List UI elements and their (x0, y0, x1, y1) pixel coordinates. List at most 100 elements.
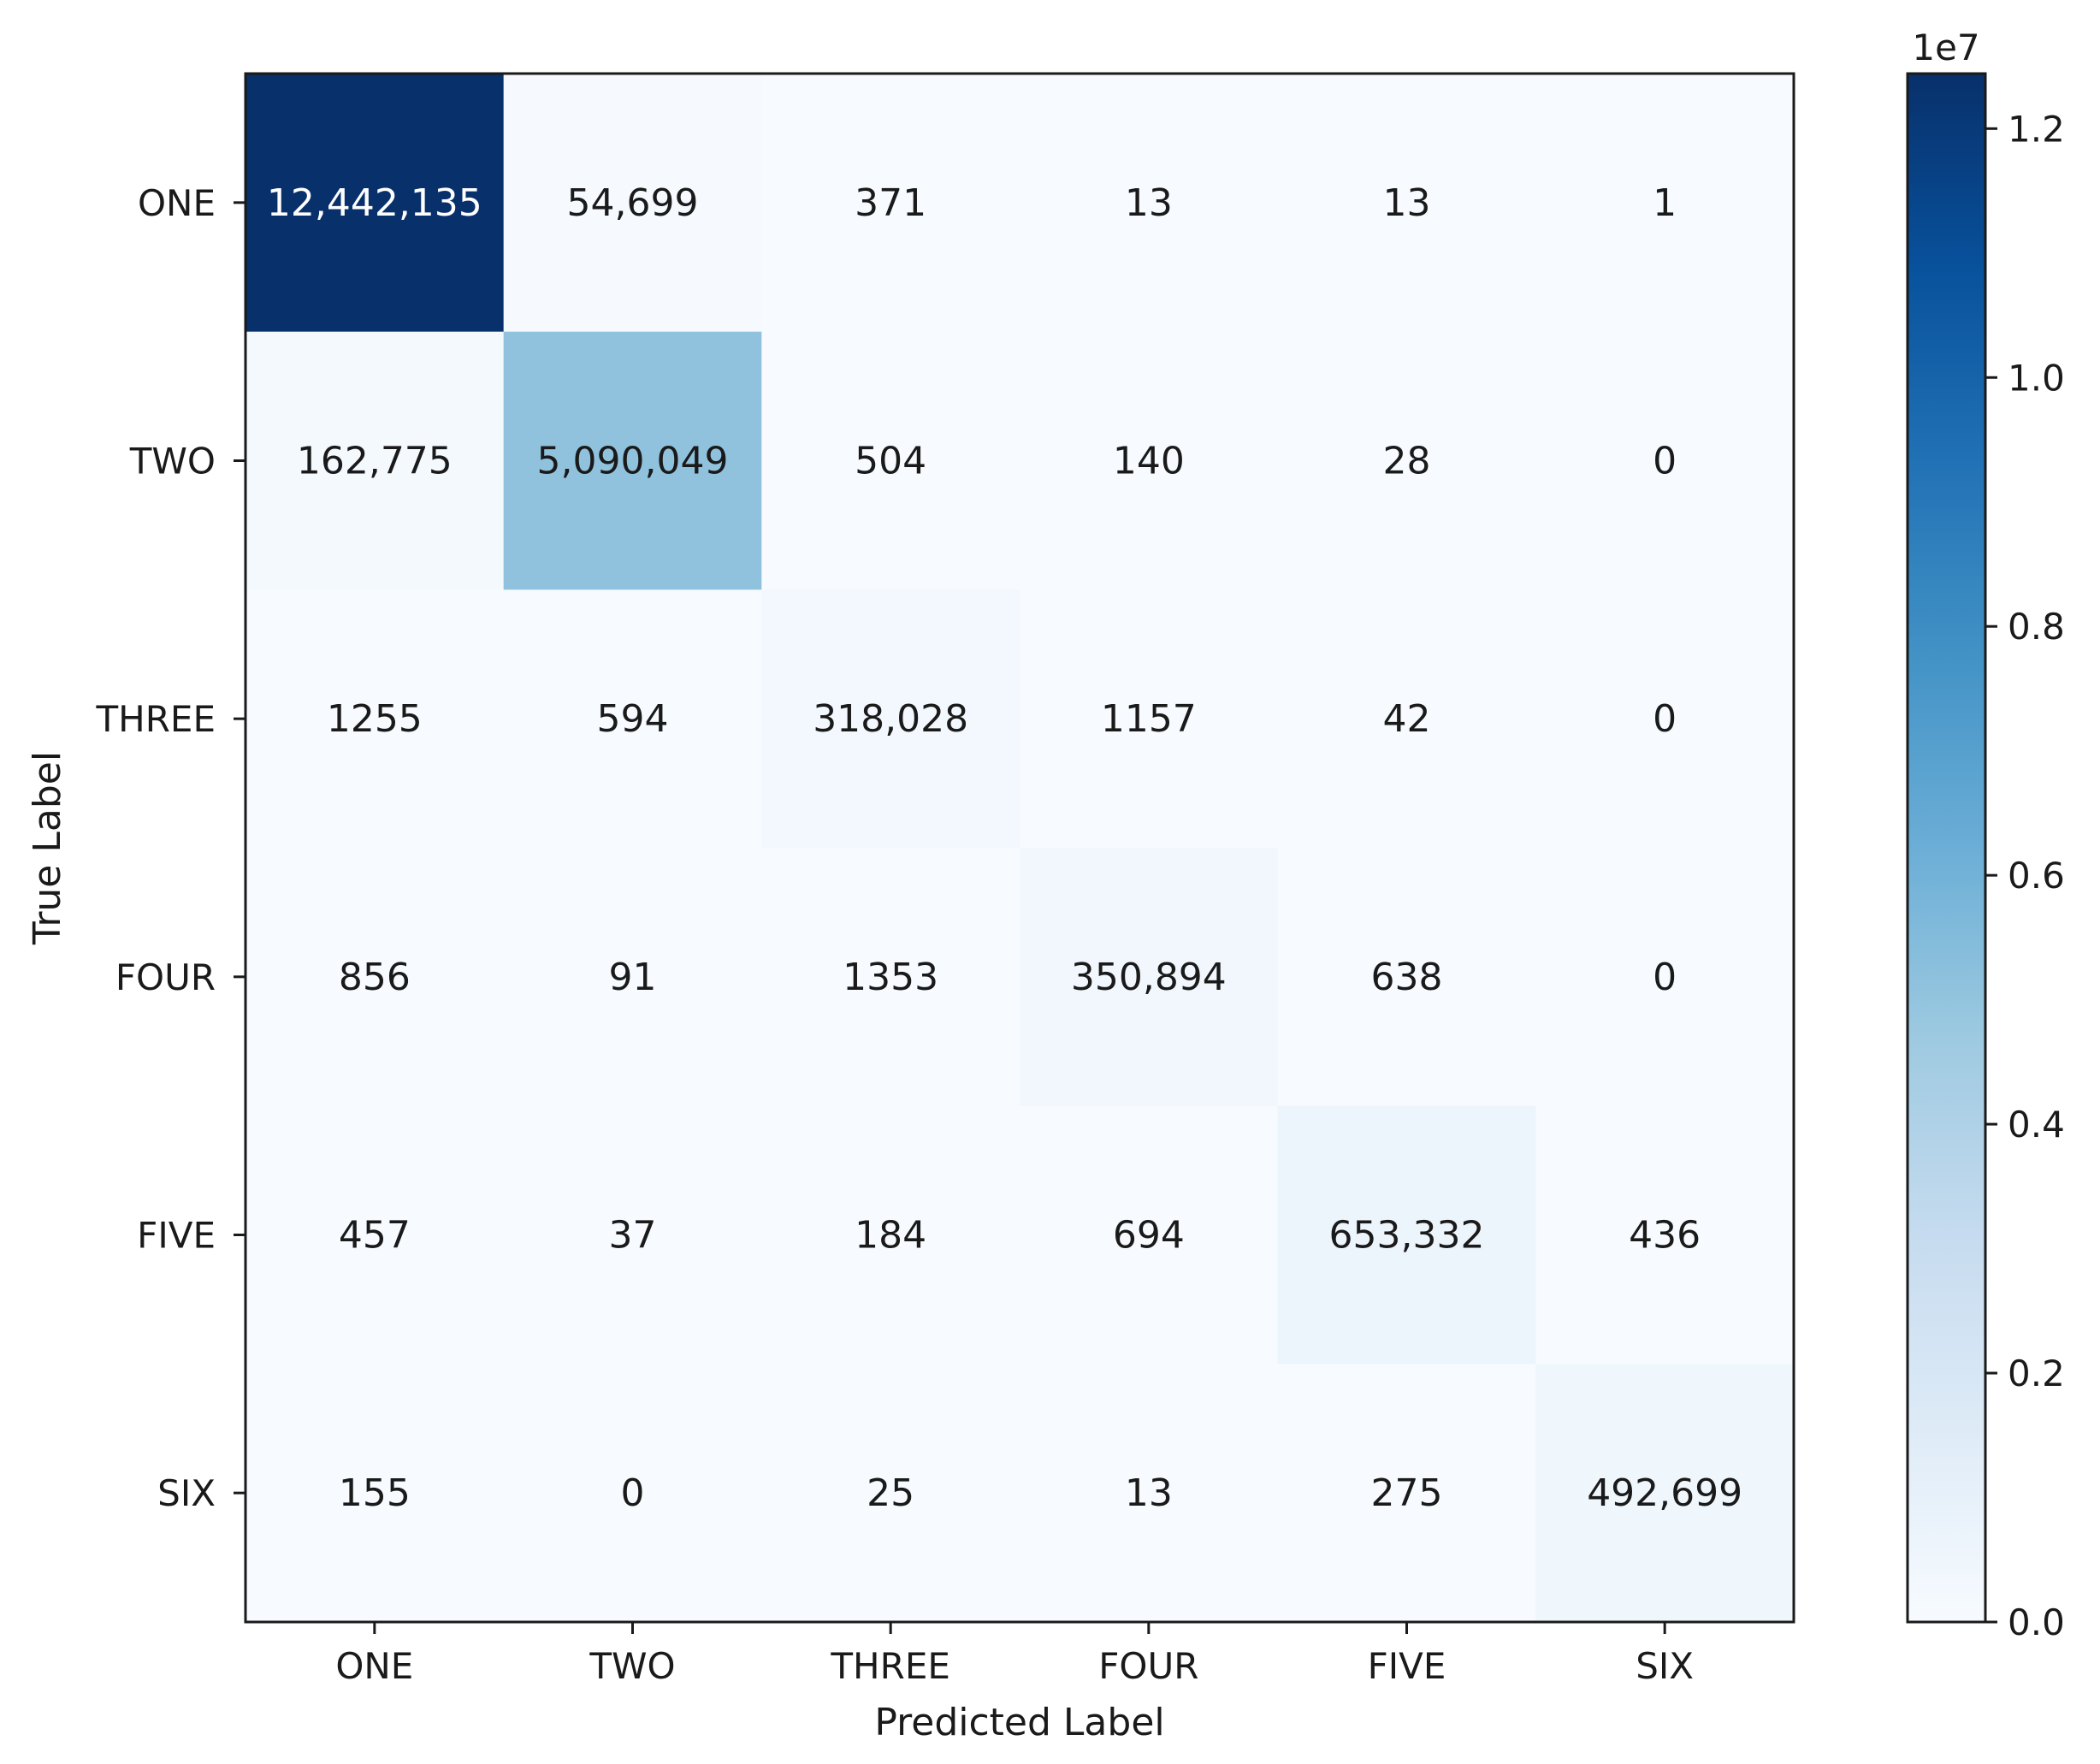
heatmap-cell (1535, 589, 1795, 849)
plot-frame (244, 72, 1795, 1624)
heatmap-cell-label: 42 (1383, 697, 1431, 741)
heatmap-cell (1020, 74, 1279, 333)
heatmap-cell (1277, 331, 1536, 590)
heatmap-cell (1277, 1364, 1536, 1623)
heatmap-cell (503, 74, 762, 333)
heatmap-cell-label: 594 (597, 697, 669, 741)
colorbar-exponent-label: 1e7 (1912, 27, 1979, 68)
colorbar-tick-label: 1.0 (2008, 357, 2065, 399)
heatmap-cell (1020, 1364, 1279, 1623)
colorbar-tick-label: 0.6 (2008, 855, 2065, 897)
heatmap-cell-label: 457 (339, 1214, 411, 1258)
y-tick-label: ONE (138, 182, 216, 224)
heatmap-cell-label: 28 (1383, 440, 1431, 483)
heatmap-cell-label: 350,894 (1071, 956, 1227, 999)
x-tick-label: FOUR (1098, 1645, 1198, 1687)
heatmap-cell-label: 275 (1371, 1471, 1443, 1515)
heatmap-cell (245, 848, 505, 1107)
heatmap-cell-label: 162,775 (297, 440, 453, 483)
heatmap-cell-label: 0 (1653, 697, 1677, 741)
heatmap-cell (1535, 1364, 1795, 1623)
heatmap-cell (1277, 74, 1536, 333)
heatmap-cell (761, 1364, 1020, 1623)
heatmap-cell-label: 140 (1113, 440, 1185, 483)
heatmap-cell-label: 0 (1653, 956, 1677, 999)
heatmap-cell (1020, 589, 1279, 849)
y-axis-ticks: ONE TWO THREE FOUR FIVE SIX (96, 182, 245, 1514)
heatmap-cell-label: 436 (1629, 1214, 1701, 1258)
colorbar-tick-label: 1.2 (2008, 108, 2065, 150)
heatmap-cell-label: 694 (1113, 1214, 1185, 1258)
heatmap-cell (761, 1105, 1020, 1364)
heatmap-cell-label: 13 (1383, 181, 1431, 225)
heatmap-cell (245, 1105, 505, 1364)
heatmap-cell (1535, 331, 1795, 590)
heatmap-cell (1020, 331, 1279, 590)
heatmap-cell (1277, 589, 1536, 849)
y-tick-label: THREE (96, 698, 216, 740)
heatmap-cell (503, 589, 762, 849)
heatmap-cell (503, 1364, 762, 1623)
heatmap-cell-label: 856 (339, 956, 411, 999)
y-tick-label: FIVE (137, 1215, 216, 1257)
y-tick-label: SIX (157, 1472, 216, 1514)
heatmap-cell-label: 0 (1653, 440, 1677, 483)
heatmap-cell (245, 1364, 505, 1623)
heatmap-cell-label: 184 (855, 1214, 926, 1258)
heatmap-cell-label: 371 (855, 181, 926, 225)
colorbar-tick-label: 0.0 (2008, 1601, 2065, 1643)
heatmap-cell-label: 1353 (843, 956, 938, 999)
heatmap-cell (245, 589, 505, 849)
colorbar-ticks: 0.0 0.2 0.4 0.6 0.8 1.0 1.2 (1985, 108, 2065, 1643)
heatmap-cell (1020, 848, 1279, 1107)
heatmap-cell-label: 12,442,135 (267, 181, 482, 225)
heatmap-cell-label: 155 (339, 1471, 411, 1515)
y-axis-label: True Label (26, 751, 69, 945)
heatmap-cell (1535, 848, 1795, 1107)
heatmap-cell (503, 331, 762, 590)
heatmap-cell-label: 5,090,049 (537, 440, 729, 483)
x-tick-label: ONE (335, 1645, 413, 1687)
x-tick-label: THREE (830, 1645, 950, 1687)
x-tick-label: TWO (589, 1645, 675, 1687)
colorbar-frame (1906, 72, 1987, 1624)
x-tick-label: FIVE (1368, 1645, 1446, 1687)
heatmap-cell-labels: 12,442,135 54,699 371 13 13 1 162,775 5,090,049… (267, 181, 1742, 1515)
heatmap-cell-label: 0 (621, 1471, 645, 1515)
heatmap-cell (1277, 1105, 1536, 1364)
heatmap-cell (1277, 848, 1536, 1107)
heatmap-cell-label: 25 (867, 1471, 914, 1515)
heatmap-cells (245, 74, 1795, 1623)
heatmap-cell (245, 331, 505, 590)
colorbar-tick-label: 0.2 (2008, 1353, 2065, 1394)
heatmap-cell (761, 331, 1020, 590)
heatmap-cell-label: 653,332 (1329, 1214, 1485, 1258)
heatmap-cell (1535, 74, 1795, 333)
heatmap-cell (761, 74, 1020, 333)
heatmap-cell-label: 91 (609, 956, 657, 999)
x-tick-label: SIX (1636, 1645, 1694, 1687)
x-axis-ticks: ONE TWO THREE FOUR FIVE SIX (335, 1622, 1694, 1687)
heatmap-cell-label: 1 (1653, 181, 1677, 225)
heatmap-cell (1535, 1105, 1795, 1364)
heatmap-cell (761, 589, 1020, 849)
colorbar (1908, 74, 1985, 1622)
heatmap-cell (1020, 1105, 1279, 1364)
heatmap-cell-label: 1157 (1101, 697, 1197, 741)
colorbar-tick-label: 0.8 (2008, 606, 2065, 648)
heatmap-cell (503, 1105, 762, 1364)
heatmap-cell-label: 13 (1125, 181, 1173, 225)
colorbar-tick-label: 0.4 (2008, 1104, 2065, 1145)
heatmap-cell-label: 504 (855, 440, 926, 483)
heatmap-cell-label: 638 (1371, 956, 1443, 999)
heatmap-cell-label: 318,028 (813, 697, 968, 741)
heatmap-cell-label: 37 (609, 1214, 657, 1258)
heatmap-cell-label: 492,699 (1587, 1471, 1742, 1515)
heatmap-cell (761, 848, 1020, 1107)
heatmap-cell (245, 74, 505, 333)
heatmap-cell-label: 54,699 (567, 181, 699, 225)
x-axis-label: Predicted Label (874, 1701, 1164, 1744)
heatmap-cell-label: 13 (1125, 1471, 1173, 1515)
heatmap-cell (503, 848, 762, 1107)
